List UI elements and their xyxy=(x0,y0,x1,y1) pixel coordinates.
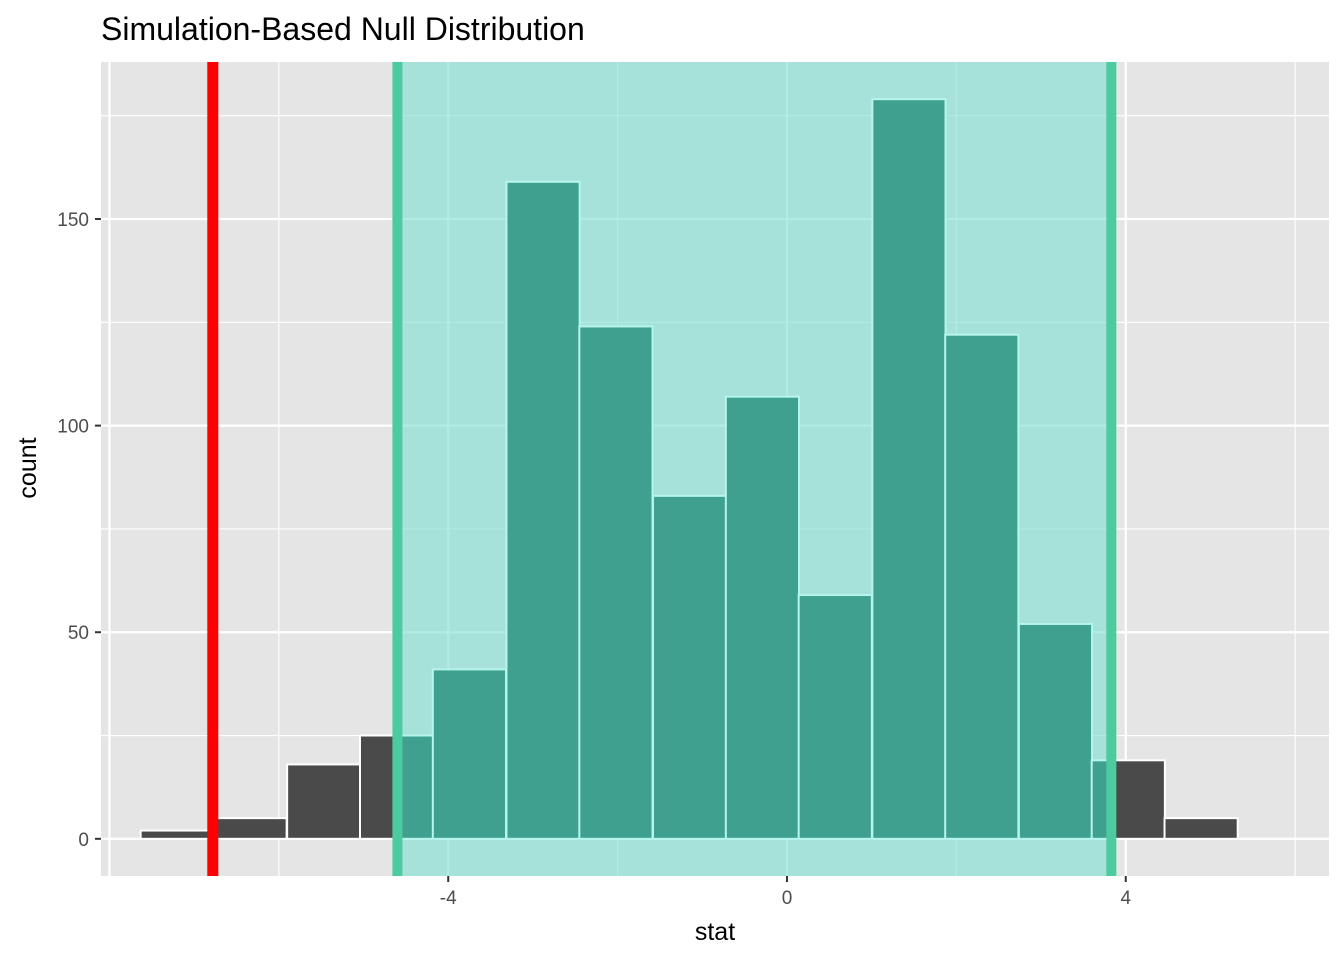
plot-panel xyxy=(101,62,1329,876)
x-tick-label: -4 xyxy=(440,888,457,909)
shaded-histogram-bar xyxy=(871,98,947,840)
shaded-histogram-bar xyxy=(431,668,507,840)
x-tick-label: 0 xyxy=(782,888,793,909)
histogram-bar xyxy=(1163,817,1239,840)
histogram-bar xyxy=(286,763,362,840)
shaded-histogram-bar xyxy=(652,494,728,840)
x-tick-label: 4 xyxy=(1120,888,1131,909)
shaded-bars-group xyxy=(397,98,1112,840)
y-tick-label: 100 xyxy=(57,417,89,438)
y-tick-label: 150 xyxy=(57,210,89,231)
shaded-histogram-bar xyxy=(944,333,1020,840)
y-tick-label: 0 xyxy=(78,830,89,851)
x-axis-title: stat xyxy=(695,918,735,946)
histogram-bar xyxy=(139,829,215,840)
y-tick-label: 50 xyxy=(68,623,89,644)
shaded-histogram-bar xyxy=(1017,622,1094,840)
y-axis-title: count xyxy=(14,437,42,498)
shaded-histogram-bar xyxy=(578,325,654,840)
shaded-histogram-bar xyxy=(797,594,873,840)
shaded-histogram-bar xyxy=(505,180,581,840)
histogram-bar xyxy=(212,817,288,840)
chart-title: Simulation-Based Null Distribution xyxy=(101,11,585,47)
shaded-histogram-bar xyxy=(724,395,801,840)
